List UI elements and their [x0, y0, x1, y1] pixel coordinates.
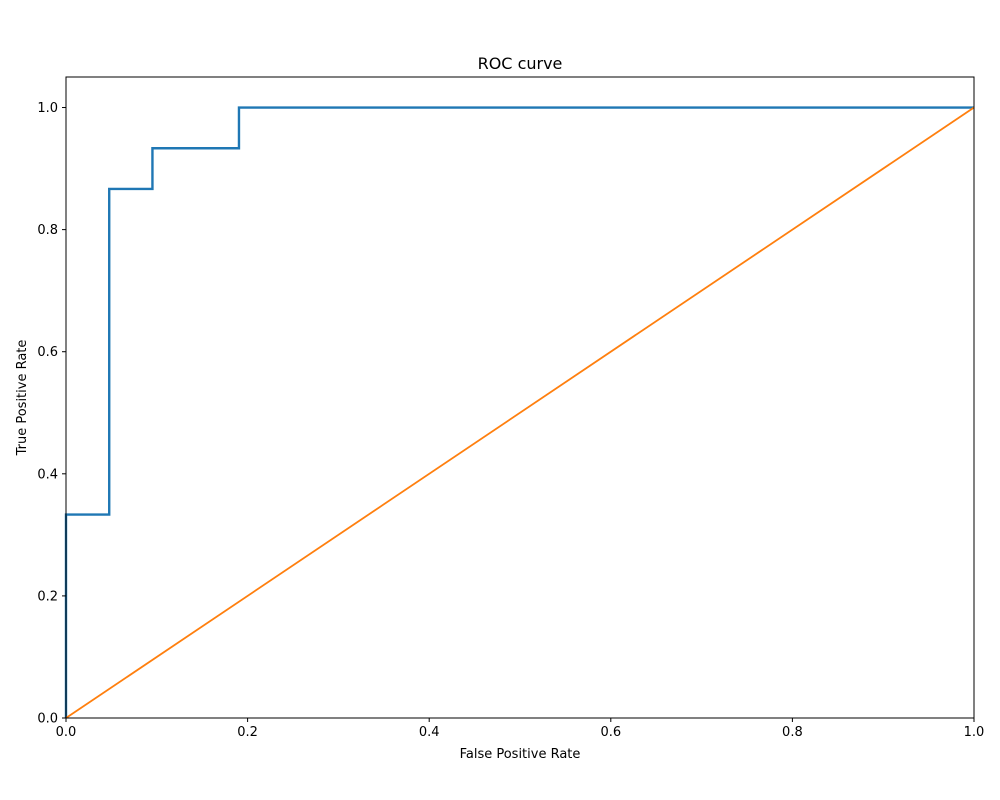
chart-title: ROC curve — [478, 54, 563, 73]
y-tick-label-3: 0.6 — [37, 345, 58, 360]
x-tick-label-5: 1.0 — [964, 725, 985, 740]
x-tick-label-0: 0.0 — [56, 725, 77, 740]
x-axis-ticks: 0.0 0.2 0.4 0.6 0.8 1.0 — [56, 718, 985, 740]
roc-curve-line — [64, 106, 974, 718]
x-tick-label-3: 0.6 — [600, 725, 621, 740]
x-tick-label-2: 0.4 — [419, 725, 440, 740]
x-tick-label-4: 0.8 — [782, 725, 803, 740]
y-tick-label-4: 0.8 — [37, 223, 58, 238]
plot-area — [64, 76, 975, 719]
y-tick-label-5: 1.0 — [37, 101, 58, 116]
y-tick-label-2: 0.4 — [37, 467, 58, 482]
x-axis-label: False Positive Rate — [460, 747, 581, 762]
axes-frame — [65, 76, 975, 719]
y-tick-label-0: 0.0 — [37, 712, 58, 727]
y-axis-label: True Positive Rate — [15, 340, 30, 457]
x-tick-label-1: 0.2 — [237, 725, 258, 740]
series-layer — [64, 106, 975, 719]
chance-diagonal-line — [65, 106, 975, 719]
y-tick-label-1: 0.2 — [37, 589, 58, 604]
y-axis-ticks: 0.0 0.2 0.4 0.6 0.8 1.0 — [37, 101, 66, 727]
